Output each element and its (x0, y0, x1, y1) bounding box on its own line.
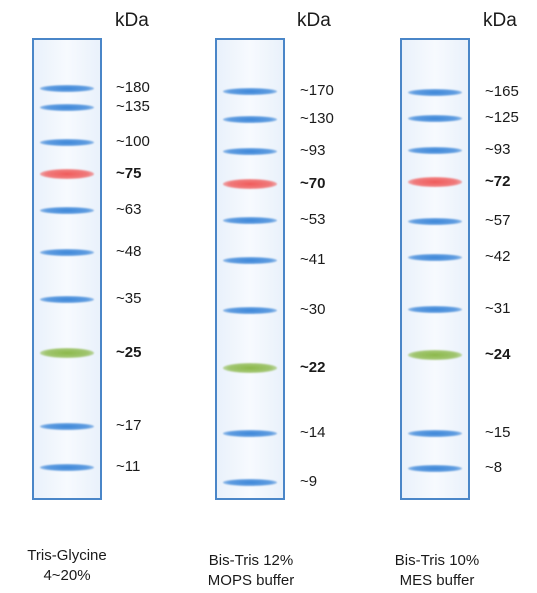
ladder-band (40, 422, 94, 430)
band-size-label: ~25 (116, 344, 142, 361)
band-size-label: ~31 (485, 300, 511, 317)
caption-line2: MES buffer (399, 572, 475, 589)
ladder-band (408, 88, 462, 96)
band-size-label: ~42 (485, 248, 511, 265)
band-size-label: ~41 (300, 251, 326, 268)
band-size-label: ~11 (116, 458, 141, 475)
ladder-band (223, 87, 277, 95)
band-size-label: ~48 (116, 243, 142, 260)
band-size-label: ~135 (116, 98, 150, 115)
band-size-label: ~70 (300, 175, 326, 192)
gel-lane-2 (215, 38, 285, 500)
caption-ladder-1: Tris-Glycine 4~20% (0, 546, 142, 586)
band-size-label: ~93 (300, 142, 326, 159)
ladder-band (223, 306, 277, 314)
ladder-band (408, 217, 462, 225)
caption-line2: MOPS buffer (207, 572, 295, 589)
ladder-band (40, 206, 94, 214)
band-size-label: ~75 (116, 165, 142, 182)
band-size-label: ~24 (485, 346, 511, 363)
ladder-band (408, 305, 462, 313)
ladder-band (223, 179, 277, 189)
caption-ladder-3: Bis-Tris 10% MES buffer (362, 551, 512, 591)
ladder-band (408, 464, 462, 472)
unit-label-ladder-2: kDa (297, 10, 331, 31)
ladder-band (223, 147, 277, 155)
ladder-band (40, 463, 94, 471)
ladder-band (408, 114, 462, 122)
band-size-label: ~57 (485, 212, 511, 229)
band-size-label: ~35 (116, 290, 142, 307)
ladder-band (408, 146, 462, 154)
ladder-band (40, 169, 94, 179)
caption-line1: Bis-Tris 12% (208, 552, 294, 569)
band-size-label: ~125 (485, 109, 519, 126)
ladder-band (408, 253, 462, 261)
caption-line2: 4~20% (43, 567, 91, 584)
band-size-label: ~130 (300, 110, 334, 127)
ladder-band (223, 115, 277, 123)
ladder-band (408, 350, 462, 360)
band-size-label: ~22 (300, 359, 326, 376)
band-size-label: ~72 (485, 173, 511, 190)
band-size-label: ~63 (116, 201, 142, 218)
band-size-label: ~17 (116, 417, 142, 434)
ladder-band (40, 248, 94, 256)
band-size-label: ~30 (300, 301, 326, 318)
band-size-label: ~93 (485, 141, 511, 158)
band-size-label: ~15 (485, 424, 511, 441)
ladder-band (40, 138, 94, 146)
caption-line1: Tris-Glycine (27, 547, 107, 564)
ladder-band (223, 363, 277, 373)
band-size-label: ~8 (485, 459, 503, 476)
unit-label-ladder-1: kDa (115, 10, 149, 31)
ladder-band (408, 177, 462, 187)
band-size-label: ~170 (300, 82, 334, 99)
ladder-band (408, 429, 462, 437)
band-size-label: ~100 (116, 133, 150, 150)
ladder-band (223, 429, 277, 437)
band-size-label: ~53 (300, 211, 326, 228)
ladder-band (223, 216, 277, 224)
ladder-band (40, 84, 94, 92)
band-size-label: ~180 (116, 79, 150, 96)
ladder-band (40, 348, 94, 358)
band-size-label: ~14 (300, 424, 326, 441)
ladder-band (223, 256, 277, 264)
ladder-band (223, 478, 277, 486)
band-size-label: ~165 (485, 83, 519, 100)
ladder-band (40, 103, 94, 111)
unit-label-ladder-3: kDa (483, 10, 517, 31)
ladder-band (40, 295, 94, 303)
band-size-label: ~9 (300, 473, 318, 490)
caption-ladder-2: Bis-Tris 12% MOPS buffer (176, 551, 326, 591)
caption-line1: Bis-Tris 10% (394, 552, 480, 569)
